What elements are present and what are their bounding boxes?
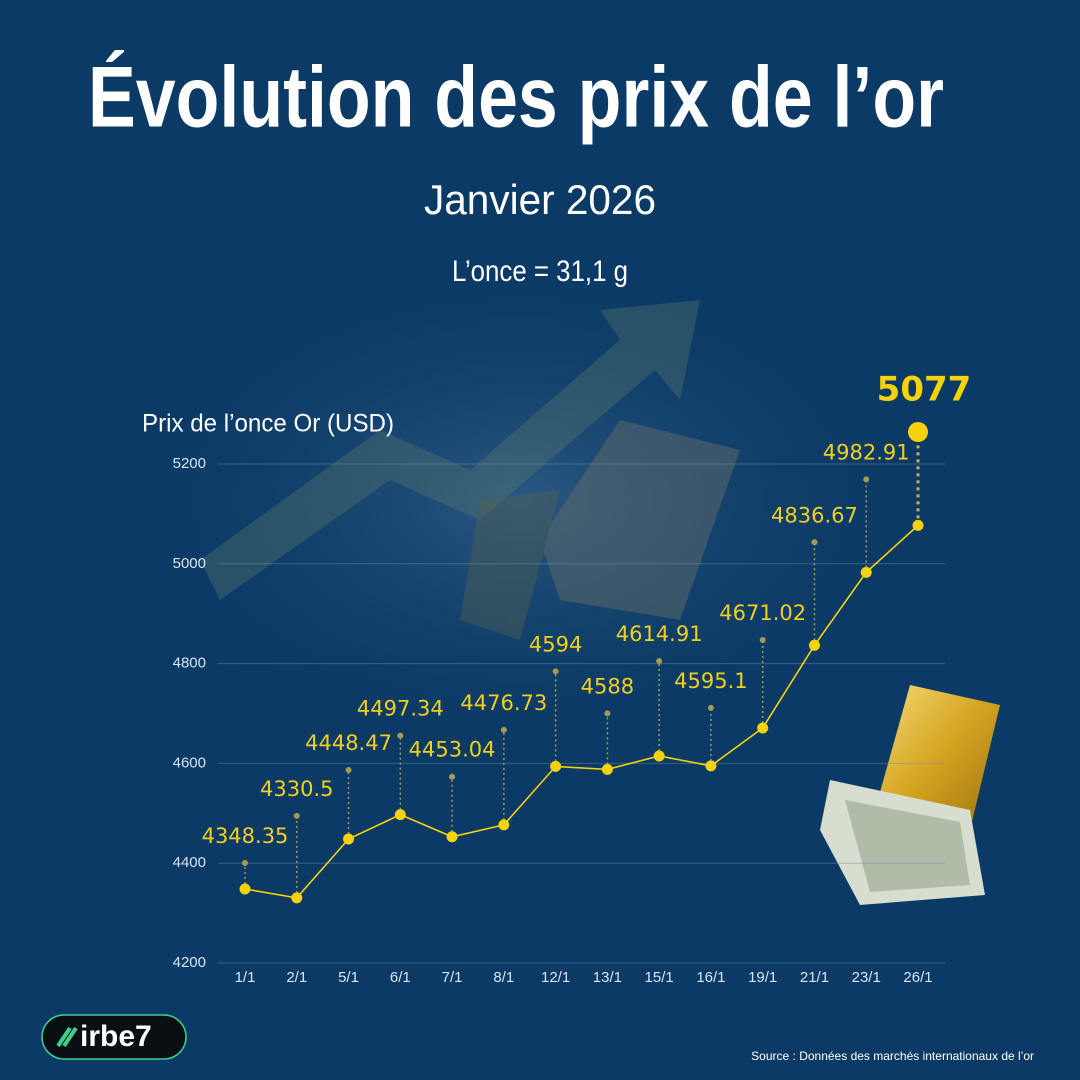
x-tick-label: 23/1 [852, 969, 881, 986]
data-point [860, 566, 872, 578]
x-tick-label: 6/1 [390, 969, 411, 986]
data-point [550, 760, 562, 772]
data-point [757, 722, 769, 734]
leader-dot [908, 422, 928, 442]
leader-dot [397, 732, 404, 739]
chart-subtitle: Janvier 2026 [424, 176, 656, 223]
data-point [808, 639, 820, 651]
leader-dot [759, 636, 766, 643]
data-point [912, 519, 924, 531]
chart-title: Évolution des prix de l’or [88, 50, 944, 146]
y-tick-label: 4600 [173, 754, 206, 771]
value-label: 4595.1 [674, 669, 747, 693]
leader-dot [293, 812, 300, 819]
x-tick-label: 8/1 [493, 969, 514, 986]
x-tick-label: 15/1 [645, 969, 674, 986]
plot: 4200 4400 4600 4800 5000 5200 1/1 2/1 5/1 6/1 7/1 8… [173, 370, 972, 986]
x-tick-label: 2/1 [286, 969, 307, 986]
y-tick-label: 4400 [173, 854, 206, 871]
leader-dot [811, 539, 818, 546]
background-glow [100, 240, 940, 760]
decor-gold-bars [460, 420, 740, 640]
value-label: 4476.73 [460, 691, 547, 715]
brand-icon [56, 1026, 78, 1048]
data-point [653, 750, 665, 762]
price-line [244, 524, 919, 899]
leader-dot [449, 773, 456, 780]
value-label: 4330.5 [260, 777, 333, 801]
y-tick-label: 5000 [173, 555, 206, 572]
leader-dot [552, 668, 559, 675]
value-label: 4671.02 [719, 601, 806, 625]
value-label: 4614.91 [616, 622, 703, 646]
value-label: 4448.47 [305, 731, 392, 755]
y-tick-label: 4800 [173, 655, 206, 672]
x-tick-label: 13/1 [593, 969, 622, 986]
leader-dot [656, 657, 663, 664]
data-point [498, 819, 510, 831]
data-point [705, 760, 717, 772]
value-label: 4588 [581, 674, 634, 698]
x-tick-label: 21/1 [800, 969, 829, 986]
brand-badge [41, 1014, 187, 1060]
value-label: 4836.67 [771, 503, 858, 527]
value-label: 4594 [529, 632, 582, 656]
x-tick-label: 19/1 [748, 969, 777, 986]
x-tick-label: 16/1 [696, 969, 725, 986]
data-point [239, 883, 251, 895]
leader-dot [500, 726, 507, 733]
data-point [394, 809, 406, 821]
leader-dot [242, 859, 248, 866]
x-tick-label: 1/1 [235, 969, 256, 986]
x-tick-label: 5/1 [338, 969, 359, 986]
gold-money-illustration [820, 685, 1000, 905]
data-point [601, 763, 613, 775]
value-label: 5077 [877, 370, 972, 410]
y-axis-label: Prix de l’once Or (USD) [142, 410, 394, 438]
value-label: 4348.35 [202, 824, 289, 848]
data-point [291, 892, 303, 904]
leader-dot [604, 710, 611, 717]
brand-logo: irbe7 [41, 1014, 187, 1060]
leader-dot [863, 476, 870, 483]
value-label: 4982.91 [823, 440, 910, 464]
x-tick-label: 7/1 [442, 969, 463, 986]
leader-dot [707, 704, 714, 711]
value-label: 4497.34 [357, 697, 444, 721]
y-tick-label: 5200 [173, 455, 206, 472]
brand-name: irbe7 [80, 1020, 152, 1053]
value-label: 4453.04 [409, 738, 496, 762]
chart-note: L’once = 31,1 g [452, 255, 628, 288]
leader-dot [345, 767, 352, 774]
x-tick-label: 12/1 [541, 969, 570, 986]
source: Source : Données des marchés internation… [751, 1049, 1034, 1063]
x-tick-label: 26/1 [903, 969, 932, 986]
data-point [446, 831, 458, 843]
data-point [343, 833, 355, 845]
y-tick-label: 4200 [173, 954, 206, 971]
decor-arrow [200, 300, 700, 600]
